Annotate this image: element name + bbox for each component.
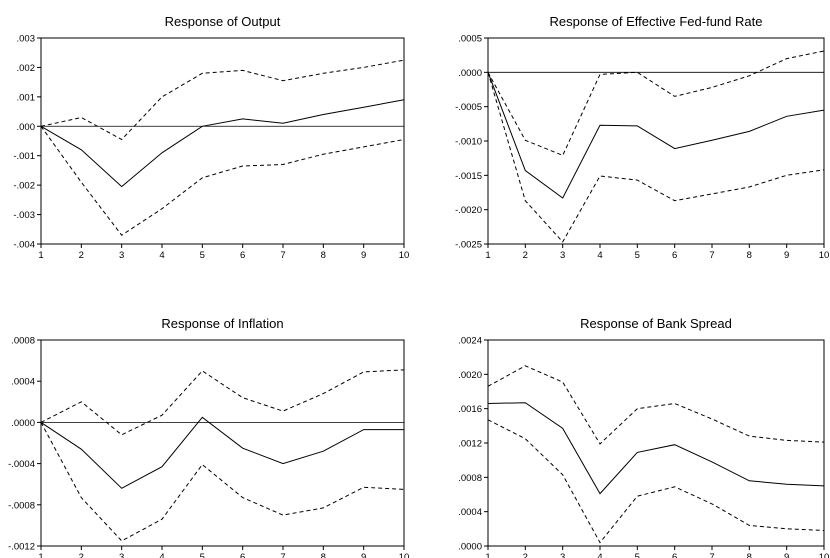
- chart-title: Response of Inflation: [161, 316, 283, 331]
- x-tick-label: 10: [819, 552, 830, 558]
- x-tick-label: 2: [523, 552, 528, 558]
- chart-panel-1: Response of Output .003 .002 .001 .000 -.001 -…: [13, 14, 409, 261]
- y-tick-label: -.0025: [455, 240, 482, 251]
- plot-frame: [40, 339, 405, 547]
- y-tick-label: .0024: [458, 336, 482, 347]
- x-tick-label: 3: [119, 552, 124, 558]
- confidence-band-line-3: [487, 72, 825, 243]
- x-tick-label: 9: [784, 250, 789, 261]
- y-tick-label: -.002: [13, 181, 35, 192]
- y-tick-label: .0008: [458, 473, 482, 484]
- confidence-band-line-3: [40, 126, 405, 236]
- x-tick-label: 8: [747, 250, 752, 261]
- y-tick-label: -.004: [13, 240, 35, 251]
- x-tick-label: 6: [240, 250, 245, 261]
- y-tick-label: .0000: [11, 418, 35, 429]
- x-tick-label: 7: [280, 552, 285, 558]
- confidence-band-line-2: [40, 59, 405, 141]
- y-tick-label: .0012: [458, 439, 482, 450]
- x-tick-label: 7: [709, 250, 714, 261]
- confidence-band-line-2: [40, 369, 405, 436]
- y-tick-label: .0005: [458, 34, 482, 45]
- confidence-band-line-3: [487, 419, 825, 544]
- x-tick-label: 9: [361, 250, 366, 261]
- x-tick-label: 1: [485, 250, 490, 261]
- confidence-band-line-3: [40, 422, 405, 542]
- y-tick-label: .0000: [458, 542, 482, 553]
- x-tick-label: 4: [159, 250, 164, 261]
- chart-title: Response of Effective Fed-fund Rate: [550, 14, 763, 29]
- y-tick-label: .0016: [458, 404, 482, 415]
- x-tick-label: 10: [399, 552, 410, 558]
- x-tick-label: 4: [597, 552, 602, 558]
- x-tick-label: 3: [119, 250, 124, 261]
- x-tick-label: 8: [321, 552, 326, 558]
- y-tick-label: .0000: [458, 68, 482, 79]
- chart-panel-4: Response of Bank Spread .0024 .0020 .0016 .0…: [458, 316, 829, 558]
- confidence-band-line-2: [487, 50, 825, 157]
- y-tick-label: .0020: [458, 370, 482, 381]
- x-tick-label: 3: [560, 250, 565, 261]
- x-tick-label: 5: [200, 250, 205, 261]
- x-tick-label: 8: [321, 250, 326, 261]
- y-tick-label: -.0012: [8, 542, 35, 553]
- chart-panel-2: Response of Effective Fed-fund Rate .0005…: [455, 14, 829, 261]
- x-tick-label: 5: [200, 552, 205, 558]
- y-tick-label: -.0005: [455, 102, 482, 113]
- x-tick-label: 10: [819, 250, 830, 261]
- x-tick-label: 3: [560, 552, 565, 558]
- y-tick-label: .0008: [11, 336, 35, 347]
- y-tick-label: -.003: [13, 210, 35, 221]
- x-tick-label: 5: [635, 552, 640, 558]
- y-tick-label: .000: [17, 122, 36, 133]
- y-tick-label: .003: [17, 34, 36, 45]
- response-line-1: [40, 416, 404, 489]
- x-tick-label: 4: [159, 552, 164, 558]
- x-tick-label: 7: [709, 552, 714, 558]
- y-tick-label: .0004: [11, 377, 35, 388]
- y-tick-label: -.0015: [455, 171, 482, 182]
- y-tick-label: .002: [17, 63, 36, 74]
- response-line-1: [40, 99, 405, 188]
- x-tick-label: 1: [38, 552, 43, 558]
- y-tick-label: -.0008: [8, 500, 35, 511]
- x-tick-label: 6: [240, 552, 245, 558]
- chart-title: Response of Output: [165, 14, 281, 29]
- y-tick-label: .001: [17, 92, 36, 103]
- x-tick-label: 9: [784, 552, 789, 558]
- plot-frame: [487, 339, 825, 547]
- x-tick-label: 2: [79, 552, 84, 558]
- response-line-1: [487, 72, 825, 199]
- y-tick-label: .0004: [458, 507, 482, 518]
- response-line-1: [487, 402, 825, 495]
- y-tick-label: -.001: [13, 151, 35, 162]
- plot-frame: [40, 37, 405, 245]
- chart-title: Response of Bank Spread: [580, 316, 732, 331]
- x-tick-label: 9: [361, 552, 366, 558]
- x-tick-label: 5: [635, 250, 640, 261]
- y-tick-label: -.0004: [8, 459, 35, 470]
- x-tick-label: 10: [399, 250, 410, 261]
- x-tick-label: 2: [79, 250, 84, 261]
- x-tick-label: 6: [672, 552, 677, 558]
- x-tick-label: 4: [597, 250, 602, 261]
- y-tick-label: -.0010: [455, 137, 482, 148]
- plot-frame: [487, 37, 825, 245]
- x-tick-label: 8: [747, 552, 752, 558]
- x-tick-label: 1: [38, 250, 43, 261]
- x-tick-label: 7: [280, 250, 285, 261]
- x-tick-label: 2: [523, 250, 528, 261]
- confidence-band-line-2: [487, 365, 825, 445]
- x-tick-label: 6: [672, 250, 677, 261]
- y-tick-label: -.0020: [455, 205, 482, 216]
- x-tick-label: 1: [485, 552, 490, 558]
- chart-panel-3: Response of Inflation .0008 .0004 .0000 -.00…: [8, 316, 409, 558]
